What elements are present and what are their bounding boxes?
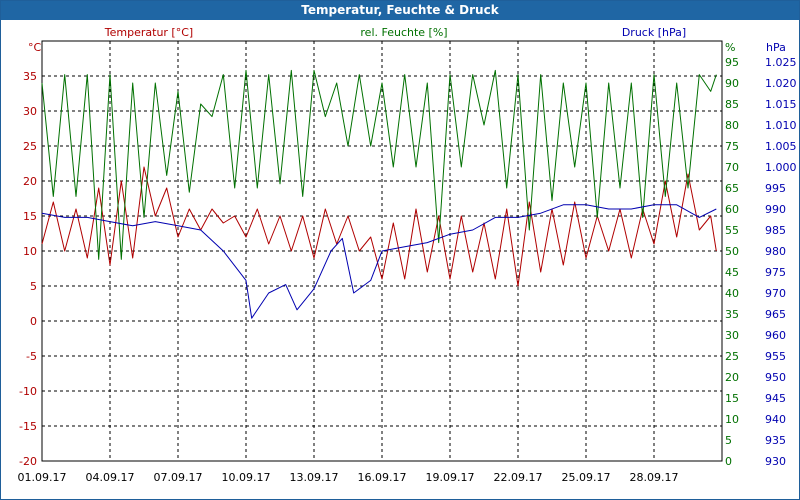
humidity-tick-label: 70 [725,161,739,174]
x-tick-label: 25.09.17 [562,471,611,484]
humidity-tick-label: 85 [725,98,739,111]
pressure-tick-label: 960 [765,329,786,342]
humidity-tick-label: 10 [725,413,739,426]
pressure-tick-label: 1.015 [765,98,797,111]
chart-title: Temperatur, Feuchte & Druck [1,1,799,20]
pressure-tick-label: 1.005 [765,140,797,153]
temperature-axis-label: Temperatur [°C] [104,26,193,39]
humidity-tick-label: 95 [725,56,739,69]
temperature-tick-label: 5 [30,280,37,293]
x-tick-label: 10.09.17 [222,471,271,484]
series-line-humidity [41,69,717,260]
temperature-tick-label: 10 [23,245,37,258]
temperature-tick-label: -10 [19,385,37,398]
temperature-tick-label: -15 [19,420,37,433]
humidity-tick-label: 60 [725,203,739,216]
temperature-axis: °C -20 -15 -10 -5 0 5 10 15 20 25 30 35 [19,41,41,468]
pressure-tick-label: 995 [765,182,786,195]
humidity-tick-label: 5 [725,434,732,447]
humidity-tick-label: 90 [725,77,739,90]
temperature-tick-label: -20 [19,455,37,468]
x-tick-label: 01.09.17 [18,471,67,484]
temperature-tick-label: 25 [23,140,37,153]
humidity-tick-label: 65 [725,182,739,195]
x-tick-label: 04.09.17 [86,471,135,484]
humidity-tick-label: 30 [725,329,739,342]
x-tick-label: 16.09.17 [358,471,407,484]
pressure-unit: hPa [766,41,786,54]
pressure-tick-label: 1.020 [765,77,797,90]
humidity-tick-label: 50 [725,245,739,258]
pressure-tick-label: 965 [765,308,786,321]
series-line-pressure [41,204,717,319]
temperature-tick-label: 15 [23,210,37,223]
x-tick-label: 22.09.17 [494,471,543,484]
pressure-tick-label: 980 [765,245,786,258]
humidity-axis: % 0 5 10 15 20 25 30 35 40 45 50 55 60 65 70 75 80 85 90 95 [725,41,739,468]
x-axis: 01.09.17 04.09.17 07.09.17 10.09.17 13.09.17… [18,471,679,484]
humidity-tick-label: 25 [725,350,739,363]
temperature-tick-label: 0 [30,315,37,328]
pressure-tick-label: 1.010 [765,119,797,132]
temperature-tick-label: 30 [23,105,37,118]
humidity-tick-label: 40 [725,287,739,300]
humidity-tick-label: 55 [725,224,739,237]
series-lines [41,69,717,319]
pressure-tick-label: 975 [765,266,786,279]
pressure-tick-label: 990 [765,203,786,216]
humidity-tick-label: 80 [725,119,739,132]
pressure-axis: hPa 930 935 940 945 950 955 960 965 970 975 980 985… [765,41,797,468]
x-tick-label: 19.09.17 [426,471,475,484]
x-tick-label: 07.09.17 [154,471,203,484]
pressure-tick-label: 950 [765,371,786,384]
temperature-unit: °C [28,41,42,54]
pressure-tick-label: 930 [765,455,786,468]
pressure-tick-label: 955 [765,350,786,363]
humidity-tick-label: 75 [725,140,739,153]
pressure-tick-label: 970 [765,287,786,300]
temperature-tick-label: -5 [26,350,37,363]
humidity-axis-label: rel. Feuchte [%] [360,26,447,39]
pressure-tick-label: 935 [765,434,786,447]
humidity-tick-label: 0 [725,455,732,468]
pressure-tick-label: 985 [765,224,786,237]
humidity-tick-label: 45 [725,266,739,279]
humidity-unit: % [725,41,735,54]
x-tick-label: 13.09.17 [290,471,339,484]
pressure-tick-label: 945 [765,392,786,405]
humidity-tick-label: 15 [725,392,739,405]
humidity-tick-label: 20 [725,371,739,384]
pressure-tick-label: 1.025 [765,56,797,69]
grid [42,41,722,461]
humidity-tick-label: 35 [725,308,739,321]
pressure-tick-label: 940 [765,413,786,426]
pressure-tick-label: 1.000 [765,161,797,174]
temperature-tick-label: 35 [23,70,37,83]
temperature-tick-label: 20 [23,175,37,188]
x-tick-label: 28.09.17 [630,471,679,484]
series-line-temperature [41,166,717,287]
pressure-axis-label: Druck [hPa] [622,26,686,39]
